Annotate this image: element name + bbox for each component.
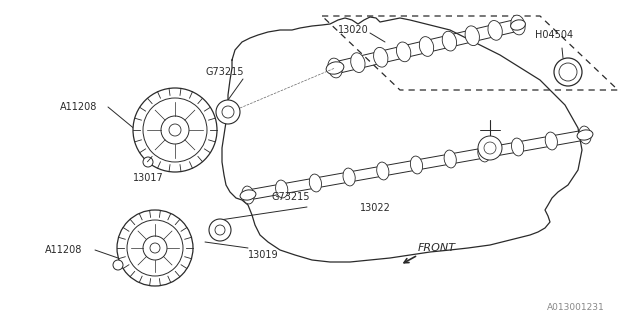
Ellipse shape <box>444 150 456 168</box>
Text: A11208: A11208 <box>45 245 83 255</box>
Ellipse shape <box>442 31 456 51</box>
Circle shape <box>150 243 160 253</box>
Text: G73215: G73215 <box>272 192 310 202</box>
Ellipse shape <box>326 62 344 74</box>
Ellipse shape <box>396 42 411 62</box>
Ellipse shape <box>328 58 342 78</box>
Text: A11208: A11208 <box>60 102 97 112</box>
Circle shape <box>127 220 183 276</box>
Ellipse shape <box>545 132 557 150</box>
Circle shape <box>113 260 123 270</box>
Circle shape <box>215 225 225 235</box>
Ellipse shape <box>240 190 256 200</box>
Circle shape <box>209 219 231 241</box>
Ellipse shape <box>309 174 321 192</box>
Text: 13022: 13022 <box>360 203 391 213</box>
Ellipse shape <box>511 15 525 35</box>
Circle shape <box>554 58 582 86</box>
Circle shape <box>143 236 167 260</box>
Text: H04504: H04504 <box>535 30 573 40</box>
Ellipse shape <box>511 138 524 156</box>
Text: 13017: 13017 <box>132 173 163 183</box>
Ellipse shape <box>351 53 365 73</box>
Text: G73215: G73215 <box>205 67 243 77</box>
Ellipse shape <box>579 126 591 144</box>
Ellipse shape <box>410 156 422 174</box>
Circle shape <box>143 98 207 162</box>
Ellipse shape <box>488 20 502 40</box>
Ellipse shape <box>478 144 490 162</box>
Ellipse shape <box>276 180 288 198</box>
Circle shape <box>559 63 577 81</box>
Circle shape <box>478 136 502 160</box>
Ellipse shape <box>377 162 389 180</box>
Circle shape <box>133 88 217 172</box>
Circle shape <box>117 210 193 286</box>
Text: 13019: 13019 <box>248 250 278 260</box>
Circle shape <box>169 124 181 136</box>
Text: FRONT: FRONT <box>418 243 456 253</box>
Circle shape <box>222 106 234 118</box>
Circle shape <box>161 116 189 144</box>
Ellipse shape <box>242 186 254 204</box>
Ellipse shape <box>465 26 479 46</box>
Ellipse shape <box>374 47 388 67</box>
Ellipse shape <box>419 36 434 56</box>
Circle shape <box>484 142 496 154</box>
Ellipse shape <box>577 130 593 140</box>
Text: 13020: 13020 <box>338 25 369 35</box>
Ellipse shape <box>343 168 355 186</box>
Ellipse shape <box>511 20 525 30</box>
Circle shape <box>143 157 153 167</box>
Text: A013001231: A013001231 <box>547 303 605 312</box>
Circle shape <box>216 100 240 124</box>
